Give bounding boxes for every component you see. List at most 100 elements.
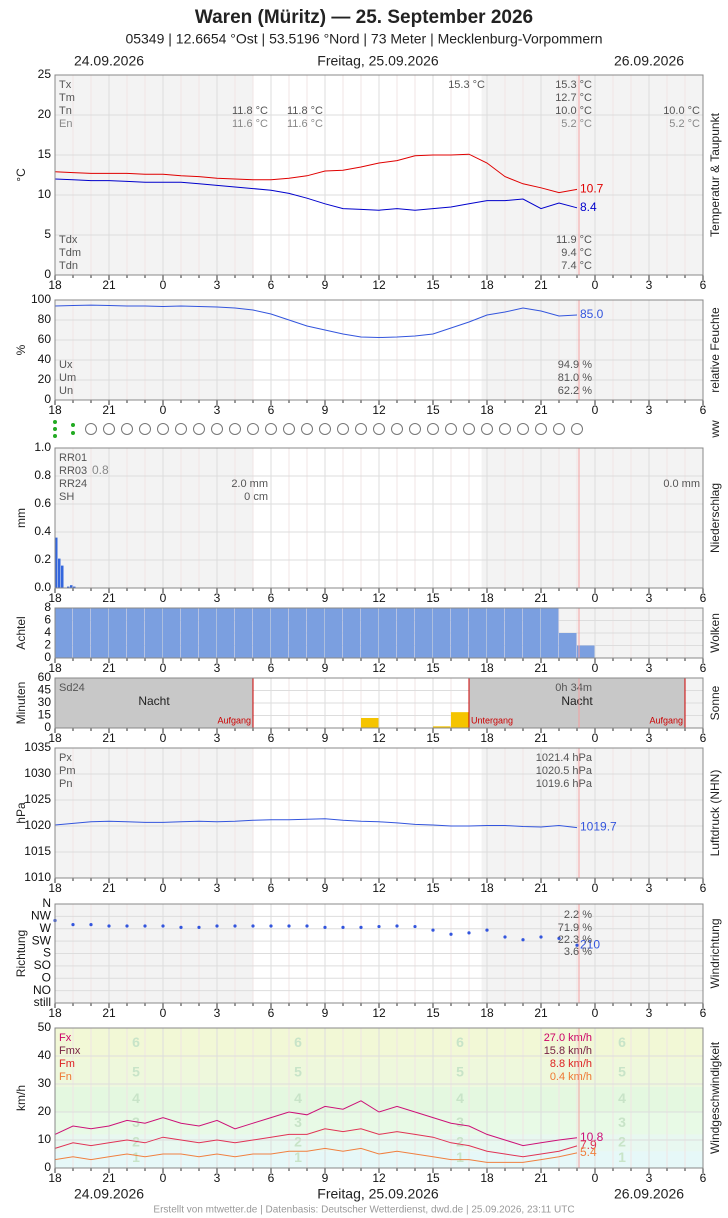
plot-frame [54,299,704,401]
stat-value: 1020.5 hPa [536,765,593,777]
x-tick-label: 3 [214,591,221,605]
y-tick-label: 15 [38,147,52,161]
night [55,678,253,728]
point [485,928,489,932]
end-label: 210 [580,937,600,951]
y-tick-label: 0 [44,392,51,406]
bar [559,633,577,658]
y-tick-label: 1.0 [34,440,51,454]
bar [397,608,415,658]
y-axis-label: km/h [14,1085,28,1111]
x-tick-label: 18 [48,1006,62,1020]
side-label: Temperatur & Taupunkt [708,112,722,237]
point [467,931,471,935]
x-tick-label: 9 [322,1171,329,1185]
point [395,924,399,928]
x-tick-label: 0 [592,661,599,675]
bar [69,585,73,588]
y-tick-label: 50 [38,1020,52,1034]
ww-symbol [247,423,259,435]
point [197,925,201,929]
ww-rain [53,420,57,424]
y-axis-label: °C [14,168,28,182]
x-tick-label: 3 [646,278,653,292]
bar [60,565,64,588]
line [54,1100,578,1147]
y-tick-label: 1035 [24,740,51,754]
bar [487,608,505,658]
x-tick-label: 6 [700,403,707,417]
bar [73,586,76,588]
x-tick-label: 3 [214,731,221,745]
ww-symbol [211,423,223,435]
point [215,924,219,928]
x-tick-label: 15 [426,403,440,417]
point [89,923,93,927]
stat-label: Tn [59,105,72,117]
y-tick-label: 15 [38,708,52,722]
ww-symbol [157,423,169,435]
plot-frame [54,903,704,1004]
ww-symbol [409,423,421,435]
stat-label: RR01 [59,452,87,464]
point [449,932,453,936]
x-tick-label: 12 [372,591,386,605]
stat-value: 11.6 °C [232,118,268,130]
date-right: 26.09.2026 [614,1186,684,1202]
x-tick-label: 6 [268,731,275,745]
end-label: 10.8 [580,1130,604,1144]
bar [307,608,325,658]
point [125,924,129,928]
x-tick-label: 21 [534,1006,548,1020]
bar [55,537,58,588]
ww-rain [53,434,57,438]
beaufort-level: 5 [618,1064,626,1080]
point [143,924,147,928]
x-tick-label: 12 [372,1006,386,1020]
point [521,938,525,942]
x-tick-label: 12 [372,731,386,745]
stat-label: Tdn [59,260,78,272]
stat-label: Um [59,372,76,384]
beaufort-level: 3 [618,1114,626,1130]
x-tick-label: 6 [700,731,707,745]
ww-symbol [517,423,529,435]
stat-value: 7.4 °C [561,260,592,272]
x-tick-label: 6 [268,403,275,417]
x-tick-label: 6 [700,661,707,675]
side-label: Windgeschwindigkeit [708,1041,722,1154]
point [179,925,183,929]
x-tick-label: 18 [48,403,62,417]
x-tick-label: 0 [160,278,167,292]
bar [181,608,199,658]
side-label: Niederschlag [708,483,722,553]
line [54,153,578,194]
stat-value: 2.0 mm [231,478,268,490]
x-tick-label: 18 [48,1171,62,1185]
y-tick-label: 0 [44,267,51,281]
x-tick-label: 18 [480,731,494,745]
night-shade [481,300,703,400]
stat-value: 71.9 % [558,922,592,934]
point [413,924,417,929]
side-label: Luftdruck (NHN) [708,770,722,857]
x-tick-label: 0 [160,591,167,605]
night-shade [55,448,253,588]
night-shade [481,75,703,275]
plot-frame [54,74,704,276]
x-tick-label: 21 [534,278,548,292]
x-tick-label: 21 [102,731,116,745]
y-tick-label: 20 [38,1104,52,1118]
beaufort-level: 4 [132,1090,140,1106]
ww-symbol [139,423,151,435]
x-tick-label: 9 [322,403,329,417]
stat-value: 1021.4 hPa [536,752,593,764]
point [233,924,237,928]
stat-value: 22.3 % [558,934,592,946]
sun-event-label: Untergang [471,715,513,725]
y-tick-label: 1015 [24,844,51,858]
y-tick-label: still [34,995,51,1009]
x-tick-label: 6 [700,881,707,895]
night-shade [481,448,703,588]
x-tick-label: 21 [534,661,548,675]
